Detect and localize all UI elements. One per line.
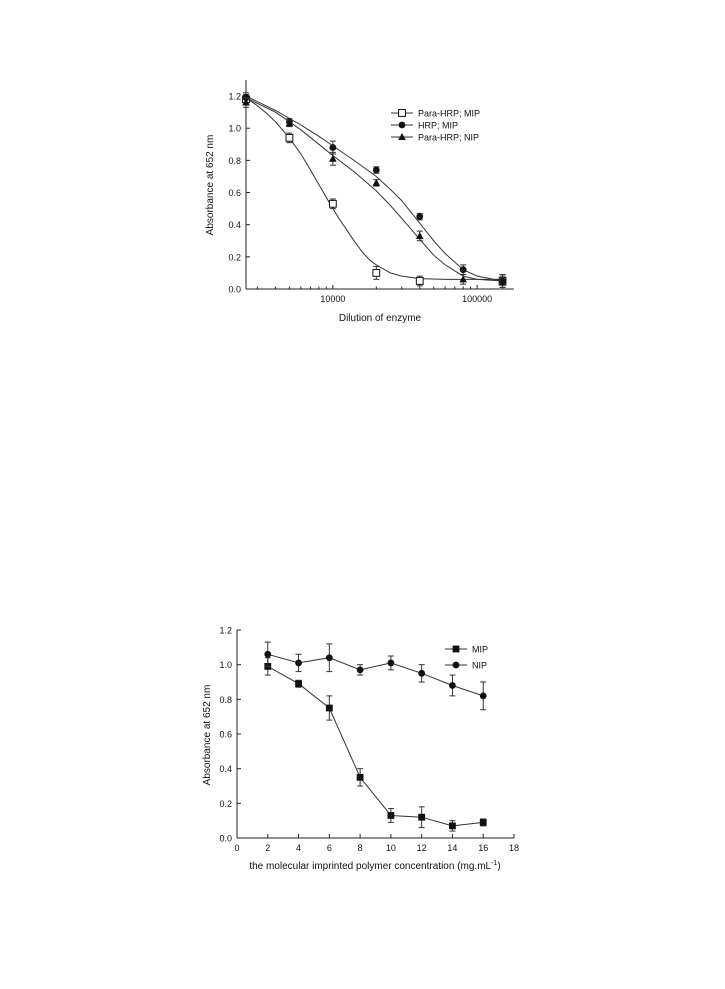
y-tick-label: 0.6 [228,188,241,198]
data-point-series-0 [285,133,294,142]
data-point-series-1 [329,144,337,151]
x-tick-label: 100000 [462,294,492,304]
data-point-series-1 [449,682,456,689]
data-point-series-0 [356,773,364,781]
x-tick-label: 8 [358,843,363,853]
data-point-series-0 [325,704,333,712]
y-tick-label: 0.2 [219,799,232,809]
data-point-series-1 [372,166,380,174]
x-tick-label: 12 [417,843,427,853]
legend-label: MIP [472,645,488,655]
chart1-y-axis-label: Absorbance at 652 nm [205,135,216,236]
data-point-series-0 [387,812,395,819]
chart1-y-ticks: 0.0 0.2 0.4 0.6 0.8 1.0 1.2 [228,92,250,295]
data-point-series-0 [415,277,424,285]
y-tick-label: 0.0 [219,834,232,844]
y-tick-label: 0.4 [228,220,241,230]
data-point-series-1 [479,692,487,700]
series-line-0 [245,97,503,280]
series-line-1 [245,95,503,282]
y-tick-label: 0.6 [219,730,232,740]
data-point-series-1 [295,659,302,667]
x-tick-label: 10 [386,843,396,853]
legend-label: HRP; MIP [418,121,458,131]
chart2-x-ticks: 0 2 4 6 8 10 12 14 16 18 [234,834,519,853]
chart2-x-axis-label: the molecular imprinted polymer concentr… [249,860,500,872]
data-point-series-0 [479,819,487,826]
chart1-plot-area [242,92,507,290]
data-point-series-2 [415,231,424,239]
y-tick-label: 0.4 [219,764,232,774]
chart-concentration: 0.0 0.2 0.4 0.6 0.8 1.0 1.2 0 2 4 6 8 10 12 14 16 18 th… [202,626,519,873]
legend-marker [398,133,406,140]
chart2-y-ticks: 0.0 0.2 0.4 0.6 0.8 1.0 1.2 [219,626,241,844]
y-tick-label: 0.0 [228,285,241,295]
data-point-series-2 [242,98,250,106]
legend-label: Para-HRP; MIP [418,109,480,119]
x-tick-label: 16 [478,843,488,853]
x-tick-label: 10000 [320,294,345,304]
chart2-x-axis-label-end: ) [497,861,500,872]
series-line-1 [267,653,484,697]
chart2-plot-area [264,641,487,832]
legend-marker [452,661,460,669]
series-line-2 [245,97,503,282]
data-point-series-1 [356,666,364,674]
chart2-x-axis-label-superscript: -1 [491,860,497,867]
data-point-series-2 [329,154,337,162]
x-tick-label: 0 [234,843,239,853]
data-point-series-1 [264,650,272,658]
data-point-series-0 [328,199,337,208]
data-point-series-1 [387,659,395,667]
x-tick-label: 6 [327,843,332,853]
chart2-x-axis-label-main: the molecular imprinted polymer concentr… [249,861,491,872]
chart-dilution: 0.0 0.2 0.4 0.6 0.8 1.0 1.2 10000 100000 Diluti… [205,80,514,324]
data-point-series-0 [449,822,456,830]
x-tick-label: 14 [447,843,457,853]
legend-label: Para-HRP; NIP [418,133,479,143]
data-point-series-2 [372,178,381,186]
data-point-series-1 [418,669,426,677]
x-tick-label: 2 [265,843,270,853]
chart2-y-axis-label: Absorbance at 652 nm [202,685,213,786]
chart1-x-axis-label: Dilution of enzyme [339,313,422,324]
data-point-series-1 [325,654,333,662]
y-tick-label: 0.8 [219,695,232,705]
series-line-0 [267,665,484,827]
y-tick-label: 1.0 [219,660,232,670]
y-tick-label: 0.8 [228,156,241,166]
chart1-legend: Para-HRP; MIP HRP; MIP Para-HRP; NIP [391,109,480,143]
chart2-legend: MIP NIP [445,645,488,671]
data-point-series-1 [416,213,424,221]
y-tick-label: 1.0 [228,124,241,134]
data-point-series-0 [295,680,302,688]
x-tick-label: 18 [509,843,519,853]
data-point-series-2 [459,275,467,283]
legend-marker [398,121,406,129]
chart1-x-ticks: 10000 100000 [256,285,492,304]
y-tick-label: 0.2 [228,252,241,262]
legend-marker [452,645,460,653]
x-tick-label: 4 [296,843,301,853]
legend-marker [398,109,406,117]
data-point-series-2 [285,119,294,127]
y-tick-label: 1.2 [219,626,232,636]
data-point-series-0 [418,813,426,821]
data-point-series-2 [498,278,507,286]
data-point-series-1 [459,266,467,274]
data-point-series-0 [372,269,381,277]
legend-label: NIP [472,661,487,671]
y-tick-label: 1.2 [228,92,241,102]
